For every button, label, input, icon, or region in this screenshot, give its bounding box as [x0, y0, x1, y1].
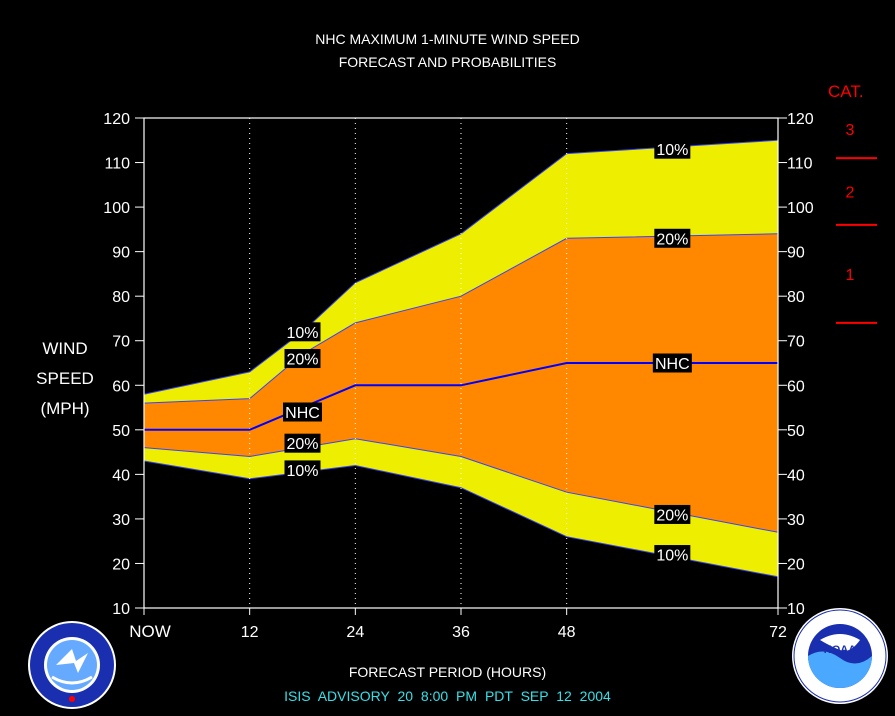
y-tick-label-left-120: 120 [103, 111, 130, 128]
y-tick-label-right-20: 20 [787, 556, 805, 573]
y-tick-label-right-90: 90 [787, 245, 805, 262]
series-label-7: NHC [655, 356, 690, 373]
y-tick-label-left-20: 20 [112, 556, 130, 573]
series-label-box-3 [284, 433, 321, 453]
chart-title-line1: NHC MAXIMUM 1-MINUTE WIND SPEED [315, 31, 580, 47]
y-tick-label-left-110: 110 [104, 156, 130, 173]
series-line-20pct-lower [143, 438, 779, 533]
y-tick-label-left-70: 70 [112, 334, 130, 351]
series-label-4: 10% [286, 463, 318, 480]
series-label-2: NHC [285, 405, 320, 422]
series-label-box-1 [284, 349, 321, 369]
y-tick-label-right-10: 10 [787, 601, 805, 618]
x-tick-label-48: 48 [558, 624, 576, 641]
category-label-3: 3 [846, 122, 855, 139]
series-label-box-0 [284, 322, 321, 342]
x-tick-label-now: NOW [129, 622, 171, 641]
nws-logo [28, 621, 116, 709]
series-label-0: 10% [286, 325, 318, 342]
y-axis-label-line3: (MPH) [40, 399, 90, 418]
series-label-box-8 [654, 504, 691, 524]
y-tick-label-left-90: 90 [112, 245, 130, 262]
advisory-text: ISIS ADVISORY 20 8:00 PM PDT SEP 12 2004 [284, 688, 611, 704]
series-label-box-4 [284, 460, 321, 480]
y-tick-label-right-100: 100 [787, 200, 814, 217]
y-tick-label-right-60: 60 [787, 378, 805, 395]
y-tick-label-right-40: 40 [787, 467, 805, 484]
x-tick-label-24: 24 [346, 624, 364, 641]
category-title: CAT. [828, 82, 864, 101]
y-tick-label-right-110: 110 [787, 156, 813, 173]
series-label-5: 10% [656, 142, 688, 159]
series-label-6: 20% [656, 231, 688, 248]
y-tick-label-right-30: 30 [787, 512, 805, 529]
series-label-box-9 [654, 545, 691, 565]
x-axis-label: FORECAST PERIOD (HOURS) [348, 664, 547, 680]
noaa-logo: NOAA [792, 608, 888, 704]
y-tick-label-left-10: 10 [112, 601, 130, 618]
category-label-2: 2 [846, 185, 855, 202]
series-label-box-7 [652, 353, 692, 373]
lightning-icon [56, 649, 88, 673]
y-tick-label-right-120: 120 [787, 111, 814, 128]
series-label-box-6 [654, 228, 691, 248]
chart-title-line2: FORECAST AND PROBABILITIES [338, 54, 557, 70]
y-tick-label-left-30: 30 [112, 512, 130, 529]
series-label-9: 10% [656, 548, 688, 565]
x-tick-label-36: 36 [452, 624, 470, 641]
y-tick-label-left-50: 50 [112, 423, 130, 440]
y-tick-label-right-50: 50 [787, 423, 805, 440]
y-tick-label-left-40: 40 [112, 467, 130, 484]
y-axis-label-line1: WIND [42, 339, 88, 358]
series-label-1: 20% [286, 352, 318, 369]
y-tick-label-left-80: 80 [112, 289, 130, 306]
y-tick-label-right-80: 80 [787, 289, 805, 306]
y-tick-label-left-100: 100 [103, 200, 130, 217]
x-tick-label-72: 72 [769, 624, 787, 641]
series-label-box-2 [283, 402, 322, 422]
series-label-3: 20% [286, 436, 318, 453]
series-label-box-5 [654, 139, 691, 159]
series-line-10pct-lower [143, 460, 779, 578]
series-label-8: 20% [656, 507, 688, 524]
noaa-logo-text: NOAA [824, 644, 856, 656]
y-tick-label-right-70: 70 [787, 334, 805, 351]
x-tick-label-12: 12 [241, 624, 259, 641]
series-line-nhc [144, 362, 778, 431]
category-label-1: 1 [846, 267, 855, 284]
y-tick-label-left-60: 60 [112, 378, 130, 395]
y-axis-label-line2: SPEED [36, 369, 94, 388]
